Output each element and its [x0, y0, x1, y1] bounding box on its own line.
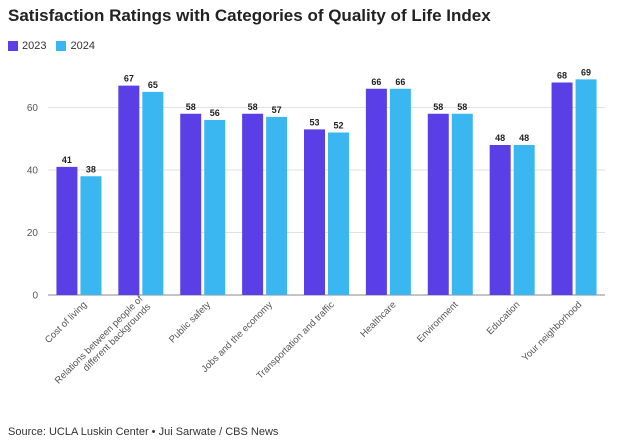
- legend-swatch-2024: [56, 41, 67, 51]
- bar-2023-5: [365, 88, 387, 295]
- legend-swatch-2023: [8, 41, 18, 51]
- data-label-2023: 67: [124, 74, 134, 84]
- data-label-2023: 68: [557, 71, 567, 81]
- bar-2023-0: [56, 166, 78, 295]
- y-tick-label: 60: [27, 103, 39, 114]
- data-label-2023: 41: [62, 155, 72, 165]
- legend-item-2023: 2023: [8, 40, 46, 52]
- data-label-2024: 65: [148, 80, 158, 90]
- bar-2023-8: [551, 82, 573, 295]
- bar-2023-7: [489, 145, 511, 295]
- data-label-2024: 69: [581, 67, 591, 77]
- x-tick-label: Public safety: [167, 299, 213, 345]
- bar-chart: 0 20 40 60 41 38 Cost of living 67 65 Relations b…: [27, 67, 605, 395]
- data-label-2024: 56: [210, 108, 220, 118]
- data-label-2024: 38: [86, 164, 96, 174]
- data-label-2024: 66: [395, 77, 405, 87]
- data-label-2024: 58: [457, 102, 467, 112]
- bar-2024-5: [389, 88, 411, 295]
- bar-2023-1: [118, 85, 140, 295]
- bar-2023-6: [427, 113, 449, 295]
- data-label-2023: 58: [248, 102, 258, 112]
- legend-item-2024: 2024: [56, 40, 95, 52]
- bar-2024-2: [204, 120, 226, 295]
- bar-2023-4: [304, 129, 325, 295]
- bar-2024-7: [513, 145, 535, 295]
- x-tick-label: Cost of living: [43, 299, 89, 345]
- source-note: Source: UCLA Luskin Center • Jui Sarwate…: [8, 426, 279, 438]
- y-tick-label: 0: [32, 291, 38, 302]
- x-tick-label: Relations between people ofdifferent bac…: [53, 294, 154, 395]
- data-label-2024: 57: [272, 105, 282, 115]
- data-label-2023: 48: [495, 133, 505, 143]
- chart-title: Satisfaction Ratings with Categories of …: [8, 6, 491, 25]
- data-label-2024: 52: [333, 121, 343, 131]
- bar-2024-0: [80, 176, 102, 295]
- y-tick-label: 40: [27, 166, 39, 177]
- y-tick-label: 20: [27, 228, 39, 239]
- bar-2024-6: [451, 113, 473, 295]
- x-tick-label: Healthcare: [358, 299, 398, 339]
- bar-2023-2: [180, 113, 202, 295]
- x-tick-label: Education: [485, 299, 523, 337]
- legend-label-2023: 2023: [22, 40, 47, 52]
- data-label-2023: 58: [186, 102, 196, 112]
- bar-2023-3: [242, 113, 264, 295]
- data-label-2023: 66: [371, 77, 381, 87]
- data-label-2023: 53: [309, 117, 319, 127]
- data-label-2023: 58: [433, 102, 443, 112]
- data-label-2024: 48: [519, 133, 529, 143]
- x-tick-label: Environment: [415, 299, 461, 345]
- bar-2024-4: [328, 132, 349, 295]
- chart-legend: 2023 2024: [8, 40, 95, 52]
- bar-2024-3: [266, 116, 288, 295]
- bar-2024-8: [575, 79, 597, 295]
- bar-2024-1: [142, 91, 164, 295]
- legend-label-2024: 2024: [70, 40, 95, 52]
- x-tick-label: Your neighborhood: [520, 299, 584, 363]
